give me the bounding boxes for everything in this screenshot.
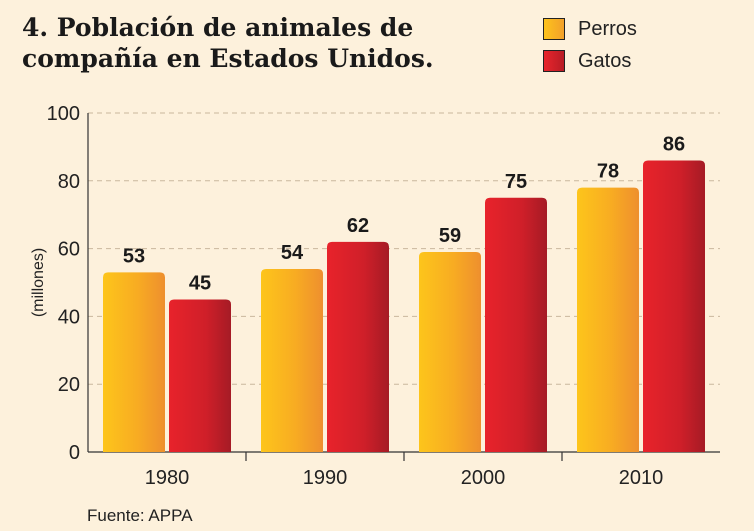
bar-gatos xyxy=(643,160,705,452)
chart-source: Fuente: APPA xyxy=(87,506,193,525)
bars xyxy=(103,160,705,452)
legend-swatch-cats xyxy=(543,50,565,72)
x-tick-label: 1990 xyxy=(303,467,348,489)
bar-gatos xyxy=(485,197,547,452)
y-tick-label: 80 xyxy=(58,171,80,193)
bar-perros xyxy=(103,272,165,452)
data-labels: 53 45 54 62 59 75 78 86 xyxy=(123,133,685,294)
bar-value-label: 59 xyxy=(439,225,461,247)
x-tick-label: 2010 xyxy=(619,467,664,489)
legend-label-dogs: Perros xyxy=(578,17,637,40)
y-tick-label: 0 xyxy=(69,442,80,464)
bar-perros xyxy=(419,251,481,452)
chart-title: 4. Población de animales de compañía en … xyxy=(22,13,434,73)
bar-value-label: 62 xyxy=(347,215,369,237)
bar-value-label: 78 xyxy=(597,161,619,183)
legend-label-cats: Gatos xyxy=(578,49,632,72)
y-tick-label: 60 xyxy=(58,239,80,261)
bar-gatos xyxy=(169,299,231,452)
legend-item-dogs: Perros xyxy=(543,18,637,40)
y-tick-label: 40 xyxy=(58,306,80,328)
bar-value-label: 75 xyxy=(505,171,527,193)
bar-value-label: 86 xyxy=(663,133,685,155)
y-tick-label: 20 xyxy=(58,374,80,396)
bar-value-label: 45 xyxy=(189,272,211,294)
x-tick-label: 2000 xyxy=(461,467,506,489)
legend-item-cats: Gatos xyxy=(543,50,637,72)
legend-swatch-dogs xyxy=(543,18,565,40)
bar-perros xyxy=(261,268,323,452)
y-tick-label: 100 xyxy=(47,103,80,125)
bar-perros xyxy=(577,187,639,452)
x-tick-label: 1980 xyxy=(145,467,190,489)
bar-value-label: 53 xyxy=(123,245,145,267)
chart-legend: Perros Gatos xyxy=(543,18,637,82)
y-axis-label: (millones) xyxy=(30,248,47,317)
bar-value-label: 54 xyxy=(281,242,304,264)
bar-gatos xyxy=(327,241,389,452)
